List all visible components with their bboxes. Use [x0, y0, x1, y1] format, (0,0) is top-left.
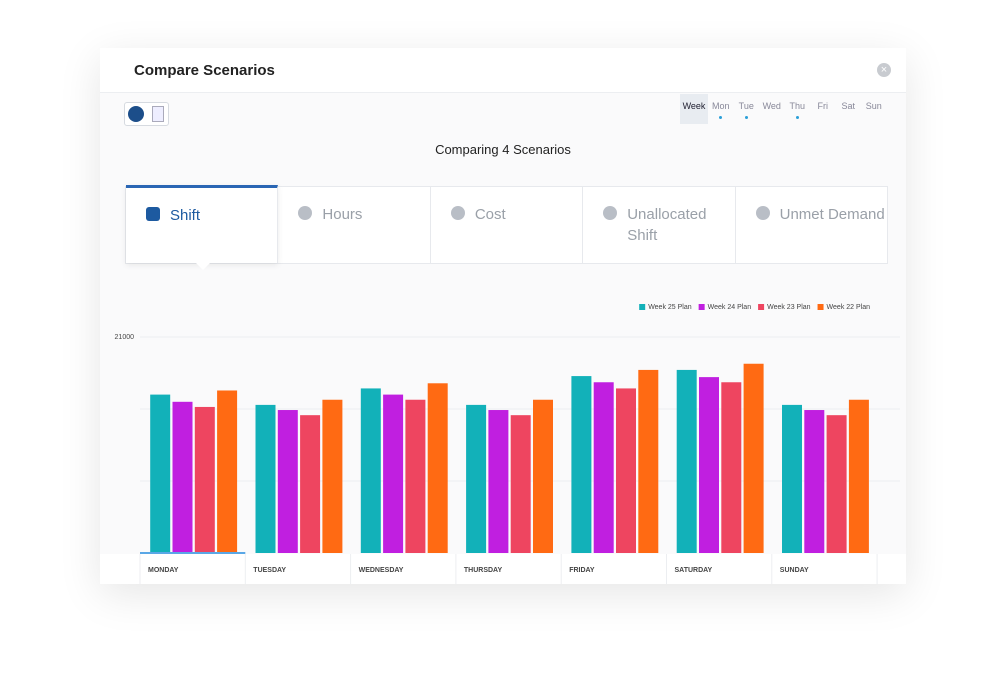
bar [255, 404, 276, 553]
header: Compare Scenarios × [100, 48, 906, 93]
legend-swatch [758, 304, 765, 310]
x-tick-label: TUESDAY [253, 567, 286, 574]
x-tick-label: FRIDAY [569, 567, 595, 574]
bar [405, 399, 426, 553]
bar [427, 383, 448, 553]
bar [300, 415, 321, 553]
modal-title: Compare Scenarios [134, 62, 275, 79]
tab-icon [450, 206, 465, 220]
x-tick-label: WEDNESDAY [359, 567, 404, 574]
metric-tab[interactable]: Cost [431, 187, 584, 263]
day-label: Sat [841, 101, 855, 111]
legend-label: Week 22 Plan [827, 304, 871, 311]
day-option[interactable]: Mon [708, 94, 734, 124]
day-option[interactable]: Wed [759, 94, 785, 124]
legend-swatch [639, 304, 646, 310]
legend-label: Week 23 Plan [767, 304, 811, 311]
bar [172, 401, 193, 553]
day-label: Wed [762, 101, 781, 111]
bar [743, 363, 764, 553]
bar [510, 415, 531, 553]
selected-category [140, 552, 246, 554]
bar [676, 369, 697, 553]
subtitle: Comparing 4 Scenarios [435, 142, 571, 157]
metric-tab[interactable]: Shift [126, 185, 279, 270]
tab-label: Hours [322, 206, 363, 223]
tab-label: Cost [474, 206, 506, 223]
day-dot [719, 116, 723, 119]
x-tick-label: SUNDAY [780, 567, 809, 574]
day-label: Mon [711, 101, 730, 111]
bar [848, 399, 869, 553]
legend-swatch [817, 304, 824, 310]
bar [826, 415, 847, 553]
close-button[interactable]: × [877, 63, 891, 77]
view-toggle[interactable] [124, 102, 169, 126]
day-label: Tue [738, 101, 754, 111]
bar [322, 399, 343, 553]
x-tick-label: SATURDAY [675, 567, 713, 574]
day-label: Sun [865, 101, 882, 111]
bar [721, 382, 742, 553]
day-label: Fri [817, 101, 829, 111]
tab-icon [603, 206, 618, 220]
tab-label: Shift [170, 207, 201, 224]
bar [616, 388, 636, 553]
day-label: Thu [789, 101, 805, 111]
tab-label: Unallocated Shift [627, 206, 707, 244]
day-option[interactable]: Sun [861, 94, 887, 124]
bar [383, 394, 404, 553]
y-tick-label: 21000 [115, 334, 135, 341]
day-option[interactable]: Thu [785, 94, 811, 124]
bar [593, 382, 614, 553]
tab-icon [146, 207, 160, 221]
bar [804, 410, 825, 553]
metric-tab[interactable]: Hours [278, 187, 431, 263]
day-option[interactable]: Week [680, 94, 708, 124]
chart-view[interactable] [128, 106, 144, 122]
bar [360, 388, 381, 553]
day-dot [744, 116, 748, 119]
bar [533, 399, 553, 553]
bar [782, 404, 802, 553]
table-view[interactable] [152, 106, 164, 122]
bar [194, 406, 215, 553]
bar [638, 369, 659, 553]
tab-icon [298, 206, 313, 220]
legend-swatch [698, 304, 705, 310]
bar [488, 410, 509, 553]
day-selector: Week Mon Tue Wed Thu Fri Sat Sun [680, 94, 887, 124]
day-dot [795, 116, 799, 119]
tab-label: Unmet Demand [779, 206, 885, 223]
metric-tab[interactable]: Unmet Demand [736, 187, 887, 263]
legend-label: Week 24 Plan [708, 304, 752, 311]
bar [571, 376, 592, 553]
x-tick-label: THURSDAY [464, 567, 503, 574]
tab-icon [755, 206, 770, 220]
day-option[interactable]: Fri [810, 94, 836, 124]
day-option[interactable]: Tue [734, 94, 760, 124]
bar [277, 410, 298, 553]
bar [699, 377, 719, 553]
metric-tabs: Shift Hours Cost Unallocated Shift Unmet Dem… [125, 185, 888, 270]
x-tick-label: MONDAY [148, 567, 179, 574]
bar [217, 390, 238, 553]
metric-tab[interactable]: Unallocated Shift [583, 187, 736, 263]
day-option[interactable]: Sat [836, 94, 862, 124]
day-label: Week [682, 101, 706, 111]
bar [150, 394, 171, 553]
bar [466, 404, 487, 553]
legend-label: Week 25 Plan [648, 304, 692, 311]
